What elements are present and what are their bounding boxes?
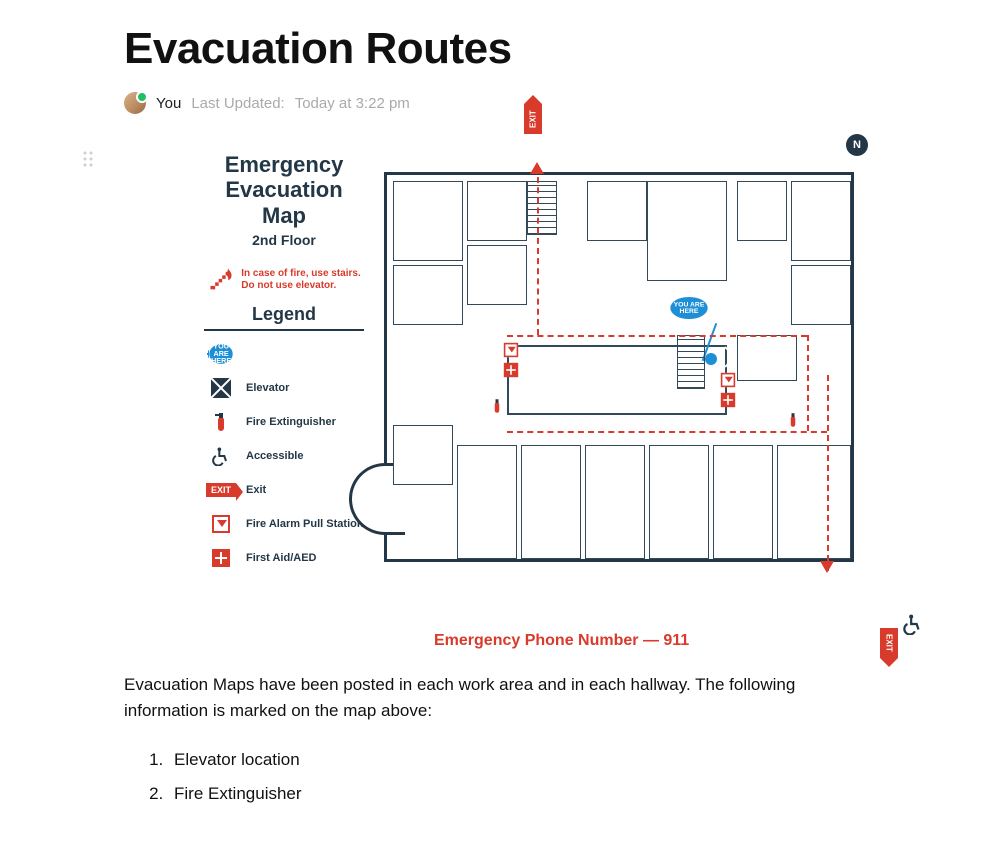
author-label: You	[156, 95, 181, 112]
pull-station-marker	[721, 373, 735, 387]
you-are-here-marker: YOU ARE HERE	[670, 297, 707, 319]
first-aid-marker	[721, 393, 735, 407]
room	[467, 181, 527, 241]
first-aid-marker	[504, 363, 518, 377]
legend-label: Fire Alarm Pull Station	[246, 518, 364, 530]
evacuation-route	[507, 335, 807, 337]
page-title: Evacuation Routes	[124, 24, 884, 74]
fire-warning: In case of fire, use stairs. Do not use …	[194, 266, 374, 294]
legend-item-elevator: Elevator	[208, 377, 368, 399]
info-list: Elevator location Fire Extinguisher	[168, 743, 884, 812]
updated-value: Today at 3:22 pm	[295, 95, 410, 112]
room	[649, 445, 709, 559]
room	[521, 445, 581, 559]
evacuation-route	[537, 167, 539, 335]
exit-marker-top: EXIT	[524, 104, 542, 134]
evacuation-map: Emergency Evacuation Map 2nd Floor In ca…	[194, 142, 874, 622]
body-text: Evacuation Maps have been posted in each…	[124, 672, 884, 811]
you-are-here-dot	[705, 353, 717, 365]
first-aid-icon	[208, 547, 234, 569]
room	[737, 181, 787, 241]
map-legend-panel: Emergency Evacuation Map 2nd Floor In ca…	[194, 142, 374, 622]
pull-station-icon	[208, 513, 234, 535]
accessible-marker	[902, 613, 924, 640]
room	[791, 181, 851, 261]
legend-item-exit: EXIT Exit	[208, 479, 368, 501]
intro-paragraph: Evacuation Maps have been posted in each…	[124, 672, 884, 725]
legend-label: First Aid/AED	[246, 552, 317, 564]
legend-heading: Legend	[204, 304, 364, 331]
stairs	[677, 335, 705, 389]
legend-list: YOU ARE HERE . Elevator Fire Extinguishe…	[194, 343, 374, 569]
evacuation-route	[507, 431, 827, 433]
legend-label: Fire Extinguisher	[246, 416, 336, 428]
drag-handle-icon[interactable]	[82, 150, 94, 168]
evacuation-route	[827, 375, 829, 571]
evacuation-route	[807, 335, 809, 431]
elevator-icon	[208, 377, 234, 399]
fire-extinguisher-icon	[208, 411, 234, 433]
list-item: Elevator location	[168, 743, 884, 777]
floorplan: YOU ARE HERE	[384, 172, 854, 562]
room	[457, 445, 517, 559]
extinguisher-marker	[491, 397, 503, 420]
map-title-l3: Map	[262, 203, 306, 228]
legend-label: Elevator	[246, 382, 289, 394]
compass-icon: N	[846, 134, 868, 156]
stairs	[527, 181, 557, 235]
floorplan-container: N EXIT YOU ARE HERE EXIT	[374, 142, 874, 622]
byline: You Last Updated: Today at 3:22 pm	[124, 92, 884, 114]
room	[713, 445, 773, 559]
map-subtitle: 2nd Floor	[194, 232, 374, 248]
fire-warning-l1: In case of fire, use stairs.	[241, 268, 361, 280]
accessible-icon	[208, 445, 234, 467]
legend-item-you: YOU ARE HERE .	[208, 343, 368, 365]
legend-item-first-aid: First Aid/AED	[208, 547, 368, 569]
exit-icon: EXIT	[208, 479, 234, 501]
you-are-here-icon: YOU ARE HERE	[208, 343, 234, 365]
room	[737, 335, 797, 381]
map-title-l1: Emergency	[225, 152, 344, 177]
room	[585, 445, 645, 559]
room	[393, 425, 453, 485]
room	[467, 245, 527, 305]
room	[647, 181, 727, 281]
avatar[interactable]	[124, 92, 146, 114]
room	[777, 445, 851, 559]
room	[791, 265, 851, 325]
legend-item-pull-station: Fire Alarm Pull Station	[208, 513, 368, 535]
room	[393, 265, 463, 325]
map-title: Emergency Evacuation Map	[194, 152, 374, 228]
fire-warning-l2: Do not use elevator.	[241, 280, 361, 292]
list-item: Fire Extinguisher	[168, 777, 884, 811]
updated-prefix: Last Updated:	[191, 95, 284, 112]
legend-item-extinguisher: Fire Extinguisher	[208, 411, 368, 433]
pull-station-marker	[504, 343, 518, 357]
stairs-fire-icon	[207, 266, 235, 294]
room	[587, 181, 647, 241]
emergency-phone: Emergency Phone Number — 911	[434, 632, 689, 650]
room	[393, 181, 463, 261]
map-title-l2: Evacuation	[225, 177, 342, 202]
legend-label: Accessible	[246, 450, 303, 462]
legend-item-accessible: Accessible	[208, 445, 368, 467]
exit-marker-bottom: EXIT	[880, 628, 898, 658]
extinguisher-marker	[787, 411, 799, 434]
